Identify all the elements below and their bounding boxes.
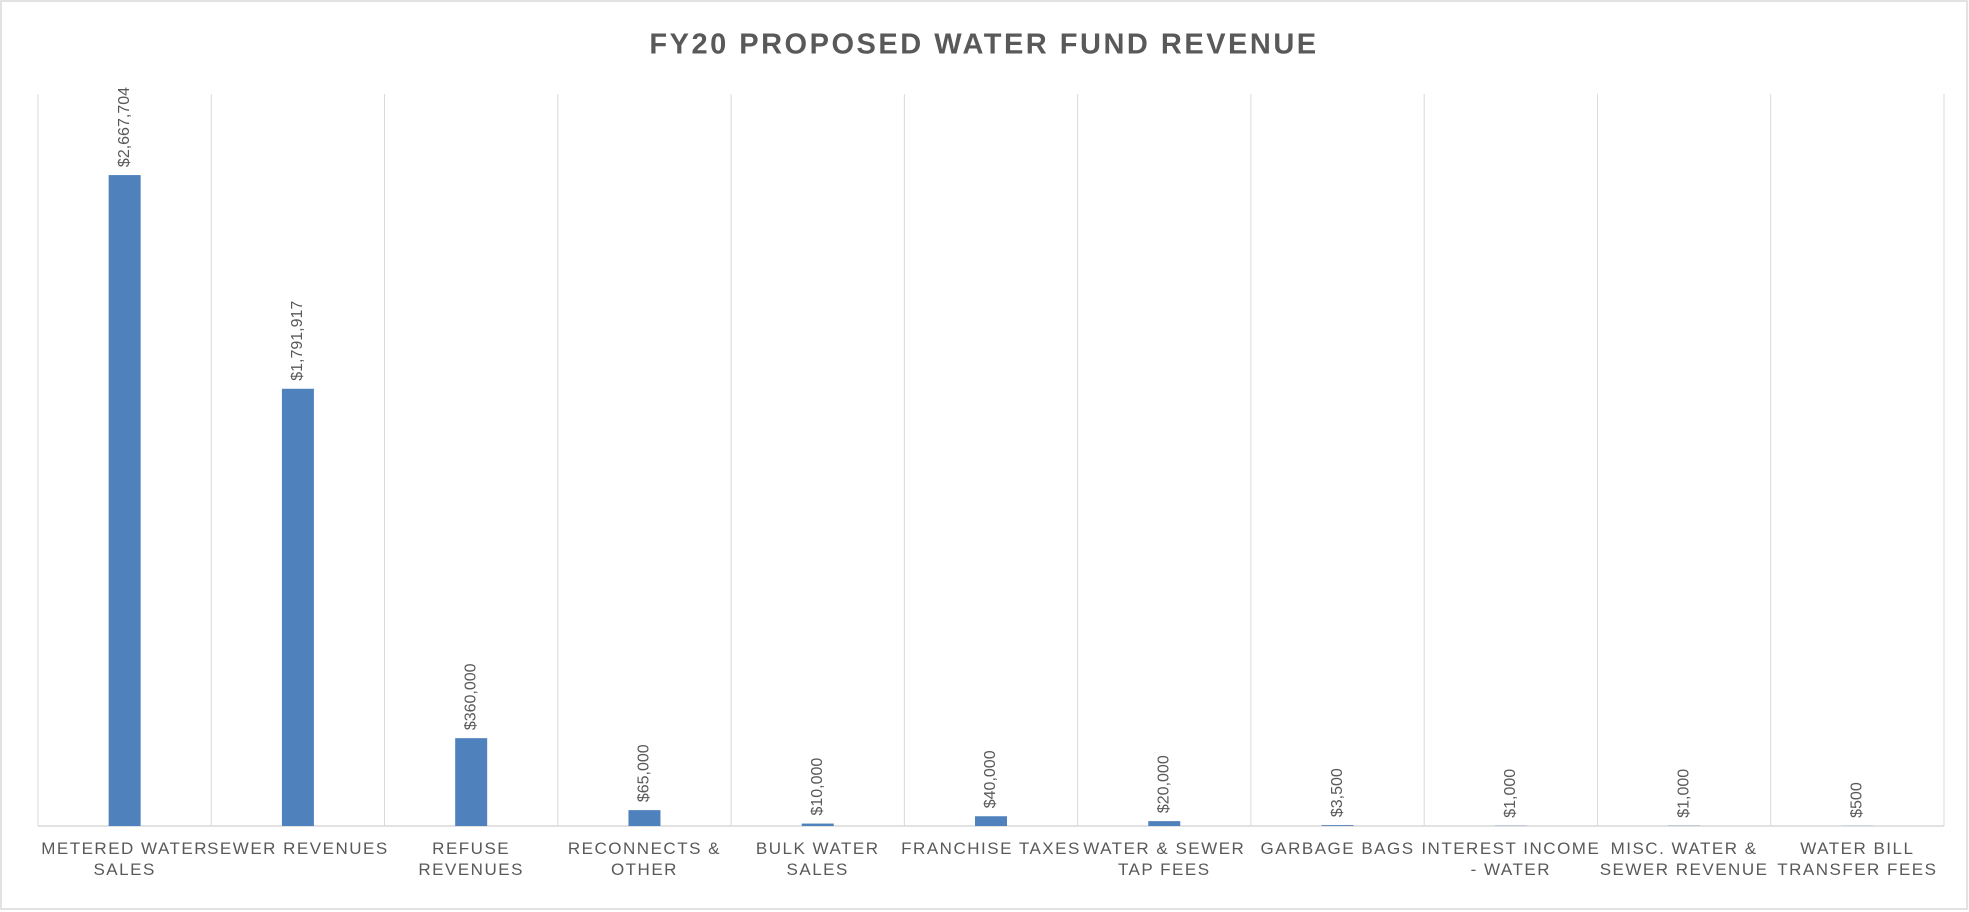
value-label: $1,000 bbox=[1502, 769, 1519, 818]
value-label: $20,000 bbox=[1155, 755, 1172, 813]
bar bbox=[108, 175, 141, 827]
bar bbox=[628, 810, 661, 826]
value-label: $500 bbox=[1849, 782, 1866, 818]
x-tick-label: SEWER REVENUES bbox=[207, 839, 389, 858]
x-tick-label: BULK WATER SALES bbox=[755, 839, 880, 879]
value-label: $1,000 bbox=[1675, 769, 1692, 818]
x-tick-label: GARBAGE BAGS bbox=[1260, 839, 1415, 858]
x-tick-label: WATER BILL TRANSFER FEES bbox=[1777, 839, 1938, 879]
value-label: $360,000 bbox=[462, 663, 479, 730]
bar bbox=[281, 388, 314, 826]
value-label: $3,500 bbox=[1329, 768, 1346, 817]
value-label: $1,791,917 bbox=[289, 301, 306, 381]
value-label: $40,000 bbox=[982, 750, 999, 808]
bar bbox=[801, 823, 834, 826]
x-tick-label: INTEREST INCOME - WATER bbox=[1421, 839, 1601, 879]
bar bbox=[1148, 821, 1181, 826]
x-tick-label: MISC. WATER & SEWER REVENUE bbox=[1599, 839, 1769, 879]
x-tick-label: METERED WATER SALES bbox=[41, 839, 209, 879]
bar bbox=[455, 738, 488, 826]
value-label: $65,000 bbox=[636, 744, 653, 802]
bar bbox=[975, 816, 1007, 826]
bar bbox=[1321, 825, 1354, 826]
x-tick-label: WATER & SEWER TAP FEES bbox=[1083, 839, 1246, 879]
chart-title: FY20 PROPOSED WATER FUND REVENUE bbox=[649, 29, 1318, 61]
x-tick-label: FRANCHISE TAXES bbox=[901, 839, 1081, 858]
value-label: $2,667,704 bbox=[116, 87, 133, 167]
x-tick-label: RECONNECTS & OTHER bbox=[567, 839, 721, 879]
x-tick-label: REFUSE REVENUES bbox=[418, 839, 524, 879]
value-label: $10,000 bbox=[809, 758, 826, 816]
